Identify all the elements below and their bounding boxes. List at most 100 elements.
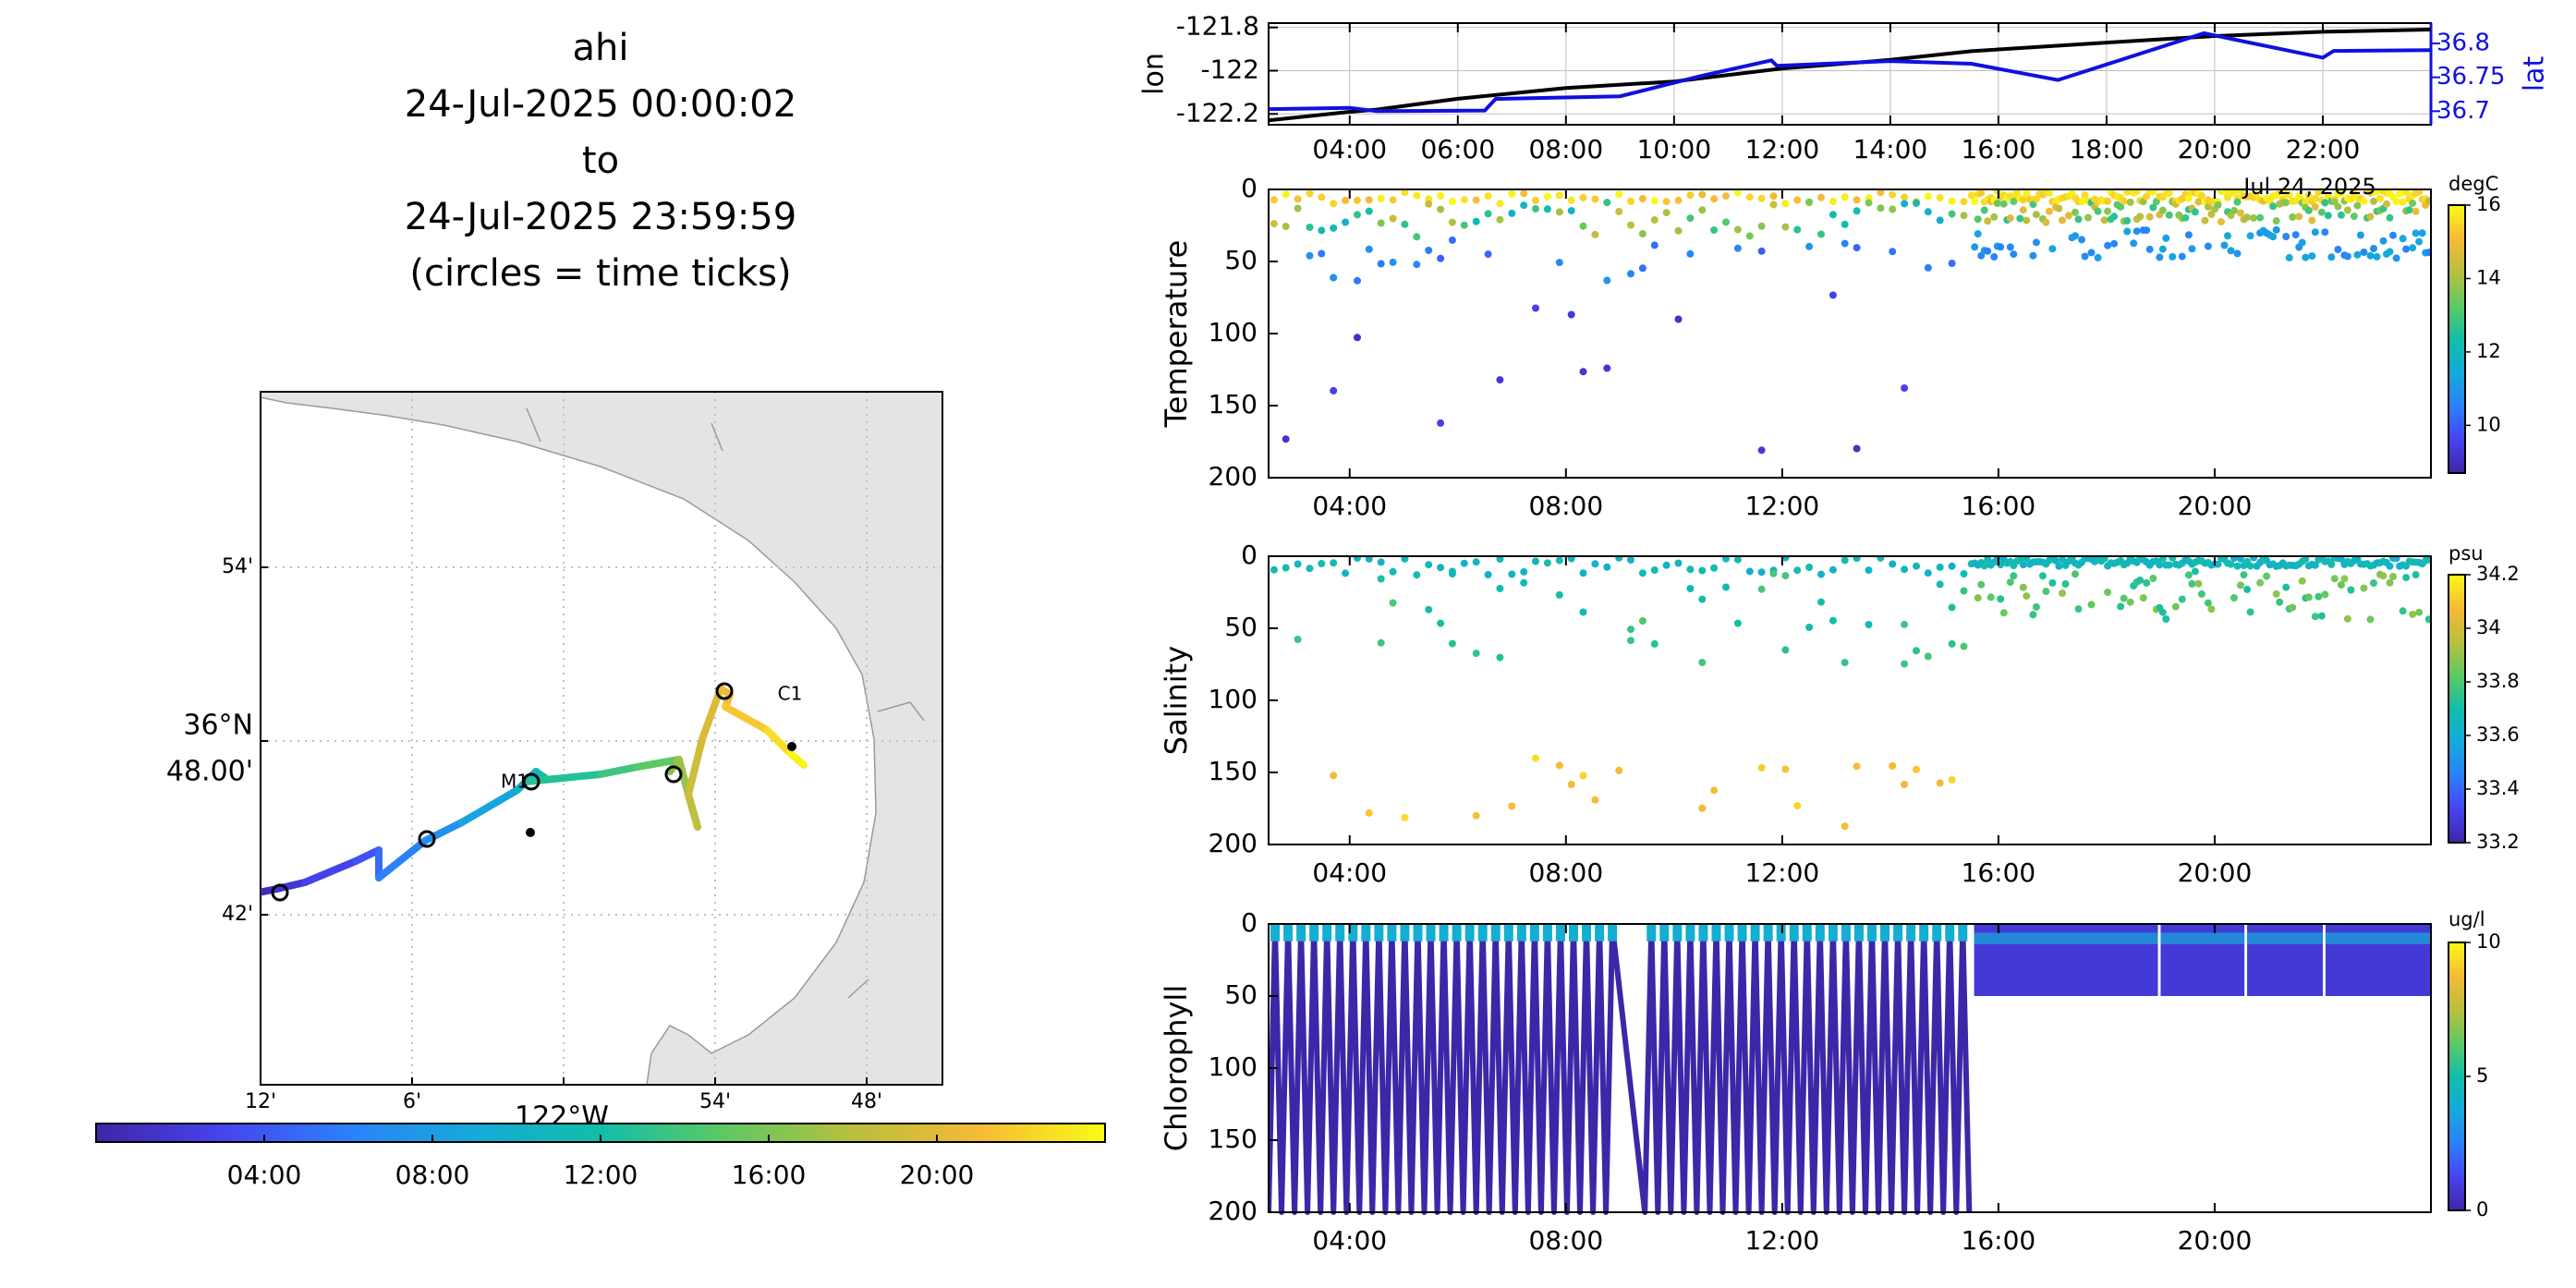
temperature-point — [2207, 211, 2216, 218]
salinity-point — [1591, 796, 1599, 804]
time-colorbar-tick-label: 08:00 — [395, 1160, 470, 1190]
temperature-point — [2324, 212, 2332, 220]
temperature-point — [1710, 195, 1719, 203]
temperature-point — [1913, 199, 1920, 207]
temperature-point — [1615, 190, 1623, 199]
chlorophyll-surface-cap — [1906, 924, 1916, 942]
temperature-point — [1745, 232, 1754, 240]
salinity-point — [1306, 565, 1314, 573]
temperature-point — [1389, 214, 1397, 223]
chlorophyll-colorbar-label: 10 — [2476, 930, 2501, 953]
temperature-point — [2220, 241, 2229, 249]
temperature-point — [1603, 199, 1611, 207]
temperature-point — [2282, 233, 2290, 240]
temperature-units-label: degC — [2448, 173, 2498, 195]
temperature-point — [2165, 189, 2173, 198]
temperature-point — [1448, 218, 1456, 226]
salinity-point — [2256, 578, 2265, 587]
temperature-point — [1889, 190, 1897, 199]
temperature-point — [2409, 244, 2417, 252]
chlorophyll-surface-cap — [1542, 924, 1552, 942]
title-circles-note: (circles = time ticks) — [409, 252, 792, 295]
temperature-point — [2360, 249, 2368, 256]
salinity-colorbar-label: 34.2 — [2476, 563, 2520, 585]
temperature-point — [2084, 213, 2092, 222]
temperature-point — [1520, 189, 1528, 198]
temperature-point — [1508, 189, 1516, 198]
salinity-point — [2100, 556, 2108, 563]
chlorophyll-surface-cap — [1529, 924, 1539, 942]
temperature-point — [1638, 195, 1646, 203]
temperature-point — [2233, 249, 2242, 258]
salinity-xtick-label: 16:00 — [1962, 857, 2036, 888]
temperature-point — [2321, 199, 2329, 207]
temperature-point — [1282, 190, 1290, 199]
chlorophyll-surface-cap — [1516, 924, 1526, 942]
temperature-point — [1615, 208, 1623, 215]
salinity-point — [2304, 593, 2313, 601]
track-segment — [421, 819, 466, 844]
salinity-point — [1472, 811, 1480, 820]
temperature-point — [1365, 207, 1373, 215]
temperature-point — [2045, 189, 2053, 197]
salinity-point — [1853, 762, 1861, 771]
salinity-point — [1698, 595, 1707, 603]
chlorophyll-surface-cap — [1608, 924, 1618, 942]
salinity-point — [2240, 571, 2248, 579]
temperature-point — [2178, 252, 2186, 261]
salinity-point — [2029, 611, 2037, 619]
chlorophyll-xtick-label: 20:00 — [2178, 1225, 2253, 1256]
salinity-point — [2061, 580, 2070, 588]
temperature-point — [1496, 200, 1504, 208]
chlorophyll-xtick-label: 04:00 — [1312, 1225, 1387, 1256]
salinity-point — [2272, 589, 2280, 598]
chlorophyll-surface-cap — [1464, 924, 1475, 942]
temperature-point — [2373, 252, 2381, 261]
salinity-point — [1650, 639, 1659, 648]
temperature-point — [1901, 200, 1909, 208]
temperature-point — [2415, 189, 2424, 196]
salinity-point — [1555, 590, 1563, 599]
temperature-point — [2366, 213, 2375, 221]
temperature-point — [1377, 219, 1385, 227]
chlorophyll-surface-cap — [1737, 924, 1747, 942]
temperature-point — [2347, 195, 2355, 203]
temperature-point — [1437, 192, 1445, 200]
temperature-point — [1781, 223, 1790, 231]
temperature-point — [2412, 207, 2420, 215]
temperature-point — [1990, 213, 1999, 221]
chlorophyll-surface-cap — [1270, 924, 1281, 942]
salinity-point — [2171, 602, 2180, 611]
salinity-point — [1901, 781, 1909, 788]
temperature-point — [1627, 221, 1634, 229]
temperature-point — [1686, 214, 1695, 223]
position-xtick-label: 10:00 — [1636, 134, 1711, 164]
temperature-point — [1924, 208, 1932, 216]
map-lat-tick-label-major: 48.00' — [166, 756, 253, 788]
salinity-point — [1977, 580, 1986, 589]
temperature-point — [2220, 189, 2229, 196]
salinity-point — [1999, 609, 2008, 617]
salinity-point — [1948, 562, 1956, 570]
chlorophyll-surface-cap — [1400, 924, 1410, 942]
salinity-point — [1662, 561, 1671, 569]
position-panel: -121.8 -122 -122.2 36.8 36.75 36.7 lon lat 04:00… — [1138, 11, 2551, 164]
temperature-point — [1496, 215, 1504, 224]
salinity-point — [2263, 572, 2271, 580]
temperature-point — [2295, 213, 2303, 221]
temperature-point — [1877, 189, 1885, 197]
temperature-point — [1853, 244, 1861, 252]
temperature-point — [1318, 249, 1326, 258]
temperature-point — [2032, 238, 2040, 247]
chlorophyll-surface-cap — [1582, 924, 1592, 942]
river-line-2 — [711, 422, 723, 452]
temperature-point — [1627, 270, 1634, 278]
chlorophyll-surface-cap — [1439, 924, 1449, 942]
temperature-point — [1971, 198, 1979, 205]
temperature-point — [2184, 194, 2193, 202]
temperature-point — [2302, 198, 2310, 206]
temperature-point — [2317, 208, 2326, 216]
salinity-point — [2055, 562, 2063, 570]
temperature-point — [1413, 261, 1421, 269]
